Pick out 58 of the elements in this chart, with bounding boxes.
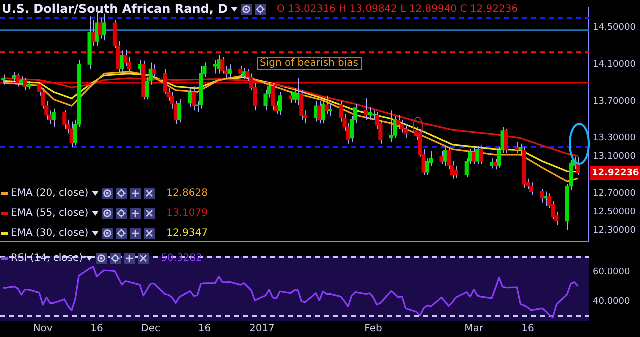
- legend-label: EMA (30, close): [11, 228, 89, 239]
- candlestick: [440, 150, 444, 165]
- x-tick-label: Mar: [464, 324, 484, 335]
- candlestick: [52, 108, 56, 128]
- candlestick: [120, 50, 124, 74]
- y-tick-label: 12.70000: [593, 188, 636, 199]
- candlestick: [220, 56, 225, 74]
- annotation: 12.8628: [166, 188, 209, 199]
- candlestick: [530, 182, 534, 196]
- legend-label: EMA (55, close): [11, 208, 89, 219]
- y-tick-label: 14.10000: [593, 60, 636, 70]
- y-tick-label: 13.70000: [593, 96, 636, 107]
- annotation: 12.92236: [592, 168, 640, 178]
- candlestick: [321, 99, 326, 124]
- annotation: 12.9347: [166, 228, 209, 239]
- candlestick: [368, 106, 372, 120]
- candlestick: [102, 13, 106, 42]
- y-tick-label: 40.0000: [593, 297, 630, 308]
- candlestick: [328, 102, 332, 117]
- candlestick: [2, 74, 6, 86]
- candlestick: [296, 78, 300, 106]
- candlestick: [192, 86, 196, 112]
- candlestick: [389, 110, 394, 143]
- annotation: O 13.02316 H 13.09842 L 12.89940 C 12.92236: [277, 4, 518, 14]
- candlestick: [454, 165, 458, 178]
- y-tick-label: 12.50000: [593, 207, 636, 218]
- candlestick: [152, 64, 156, 78]
- x-tick-label: Nov: [33, 324, 53, 335]
- candlestick: [404, 124, 408, 139]
- candlestick: [228, 64, 232, 78]
- candlestick: [324, 95, 329, 115]
- y-tick-label: 13.30000: [593, 134, 636, 144]
- annotation: 13.1079: [166, 208, 209, 219]
- annotation: 50.3282: [160, 253, 204, 264]
- candlestick: [278, 92, 282, 116]
- y-tick-label: 13.10000: [593, 152, 636, 162]
- y-tick-label: 14.50000: [593, 23, 636, 34]
- annotation: Sign of bearish bias: [257, 57, 362, 70]
- x-tick-label: 16: [90, 324, 104, 335]
- candlestick: [540, 188, 544, 204]
- chart-title: U.S. Dollar/South African Rand, D: [2, 2, 228, 16]
- candlestick: [138, 59, 142, 74]
- x-tick-label: 2017: [249, 324, 275, 335]
- x-tick-label: 16: [522, 324, 534, 335]
- x-tick-label: Dec: [141, 324, 161, 335]
- candlestick: [178, 99, 182, 124]
- legend-label: EMA (20, close): [11, 188, 89, 199]
- x-tick-label: Feb: [364, 324, 382, 335]
- candlestick: [479, 145, 484, 165]
- y-tick-label: 60.0000: [593, 267, 630, 278]
- candlestick: [576, 156, 580, 176]
- candlestick: [504, 128, 508, 154]
- candlestick: [396, 114, 401, 130]
- legend-label: RSI (14, close): [11, 253, 84, 264]
- y-tick-label: 12.30000: [593, 226, 636, 236]
- candlestick: [62, 110, 67, 130]
- candlestick: [242, 68, 246, 80]
- x-tick-label: 16: [198, 324, 212, 335]
